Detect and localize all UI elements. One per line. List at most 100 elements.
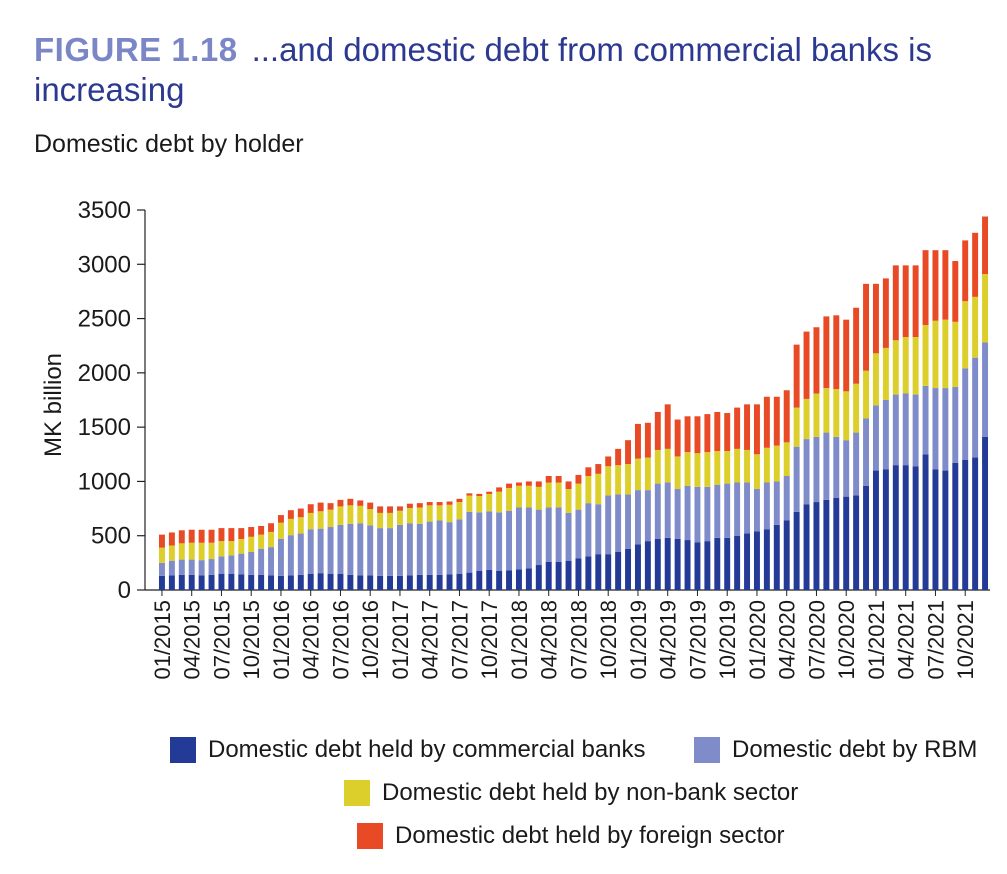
legend-label-commercial-banks: Domestic debt held by commercial banks — [208, 736, 646, 763]
bar-segment-commercial-banks — [783, 520, 790, 590]
bar-segment-foreign — [833, 315, 840, 390]
bar-segment-non-bank — [268, 531, 275, 548]
x-tick-label: 07/2015 — [210, 600, 235, 680]
bar-segment-foreign — [863, 283, 870, 371]
legend-swatch-foreign — [357, 823, 383, 849]
bar-segment-commercial-banks — [605, 554, 612, 590]
bar-segment-foreign — [277, 515, 284, 523]
bar-segment-rbm — [515, 507, 522, 570]
bar-segment-commercial-banks — [644, 541, 651, 590]
bar-segment-non-bank — [942, 319, 949, 389]
bar-segment-commercial-banks — [882, 469, 889, 590]
bar-segment-foreign — [396, 506, 403, 511]
bar-segment-non-bank — [853, 383, 860, 433]
x-tick-label: 01/2015 — [150, 600, 175, 680]
bar-segment-commercial-banks — [515, 569, 522, 590]
bar-segment-non-bank — [238, 538, 245, 554]
bar-segment-commercial-banks — [753, 531, 760, 590]
bar-segment-non-bank — [843, 391, 850, 441]
bar-segment-foreign — [327, 503, 334, 510]
bar-segment-non-bank — [218, 541, 225, 557]
bar-segment-non-bank — [625, 464, 632, 495]
chart-subtitle: Domestic debt by holder — [34, 130, 304, 158]
bar-segment-foreign — [208, 529, 215, 543]
bar-segment-rbm — [952, 386, 959, 463]
bar-segment-commercial-banks — [248, 574, 255, 590]
bar-segment-non-bank — [228, 541, 235, 556]
bar-segment-non-bank — [793, 407, 800, 447]
y-tick-label: 1500 — [78, 414, 131, 441]
bar-segment-foreign — [744, 404, 751, 450]
bar-segment-foreign — [466, 493, 473, 496]
bar-segment-rbm — [158, 562, 165, 576]
bar-segment-foreign — [307, 504, 314, 513]
bar-segment-foreign — [188, 529, 195, 543]
bar-segment-rbm — [228, 555, 235, 574]
bar-segment-foreign — [892, 265, 899, 341]
bar-segment-commercial-banks — [843, 496, 850, 590]
bar-segment-non-bank — [337, 506, 344, 525]
legend-label-rbm: Domestic debt by RBM — [732, 736, 978, 763]
bar-segment-non-bank — [466, 495, 473, 512]
bar-segment-commercial-banks — [208, 574, 215, 590]
bar-segment-commercial-banks — [664, 537, 671, 590]
x-tick-label: 10/2017 — [477, 600, 502, 680]
bar-segment-non-bank — [823, 388, 830, 433]
bar-segment-non-bank — [406, 508, 413, 524]
bar-segment-rbm — [595, 504, 602, 555]
bar-segment-commercial-banks — [684, 540, 691, 590]
bar-segment-non-bank — [545, 482, 552, 508]
bar-segment-foreign — [387, 506, 394, 513]
bar-segment-commercial-banks — [565, 560, 572, 590]
y-tick-label: 0 — [118, 577, 131, 604]
bar-segment-commercial-banks — [347, 574, 354, 590]
bar-segment-foreign — [268, 523, 275, 532]
bar-segment-non-bank — [506, 487, 513, 511]
legend-swatch-rbm — [694, 737, 720, 763]
bar-segment-rbm — [466, 511, 473, 573]
bar-segment-non-bank — [258, 534, 265, 549]
bar-segment-foreign — [287, 510, 294, 519]
bar-segment-non-bank — [535, 486, 542, 510]
bar-segment-rbm — [248, 552, 255, 575]
bar-segment-foreign — [972, 232, 979, 297]
bar-segment-rbm — [644, 490, 651, 542]
bar-segment-rbm — [803, 439, 810, 505]
y-tick-label: 2500 — [78, 306, 131, 333]
bar-segment-rbm — [793, 446, 800, 512]
bar-segment-commercial-banks — [387, 575, 394, 590]
bar-segment-commercial-banks — [892, 465, 899, 590]
bar-segment-foreign — [347, 498, 354, 506]
bar-segment-rbm — [605, 495, 612, 555]
legend-item-rbm: Domestic debt by RBM — [694, 736, 977, 764]
bar-segment-foreign — [297, 508, 304, 518]
bar-segment-non-bank — [982, 274, 989, 343]
bar-segment-non-bank — [605, 466, 612, 496]
bar-segment-commercial-banks — [277, 575, 284, 590]
bar-segment-non-bank — [525, 485, 532, 508]
bar-segment-non-bank — [436, 505, 443, 521]
x-tick-label: 01/2017 — [388, 600, 413, 680]
bar-segment-rbm — [506, 510, 513, 571]
bar-segment-non-bank — [188, 542, 195, 560]
bar-segment-non-bank — [347, 505, 354, 524]
bar-segment-commercial-banks — [466, 572, 473, 590]
bar-segment-non-bank — [634, 458, 641, 491]
bar-segment-commercial-banks — [734, 535, 741, 590]
bar-segment-commercial-banks — [694, 542, 701, 590]
x-tick-label: 01/2018 — [507, 600, 532, 680]
bar-segment-rbm — [833, 436, 840, 498]
bar-segment-rbm — [714, 484, 721, 538]
bar-segment-rbm — [486, 511, 493, 570]
bar-segment-commercial-banks — [615, 552, 622, 590]
bar-segment-non-bank — [555, 482, 562, 508]
bar-segment-foreign — [496, 487, 503, 492]
bar-segment-foreign — [942, 250, 949, 320]
bar-segment-foreign — [555, 476, 562, 483]
y-axis-label: MK billion — [40, 353, 67, 457]
bar-segment-commercial-banks — [724, 537, 731, 590]
bar-segment-foreign — [674, 419, 681, 457]
bar-segment-foreign — [426, 502, 433, 506]
bar-segment-foreign — [337, 499, 344, 507]
bar-segment-rbm — [753, 489, 760, 532]
